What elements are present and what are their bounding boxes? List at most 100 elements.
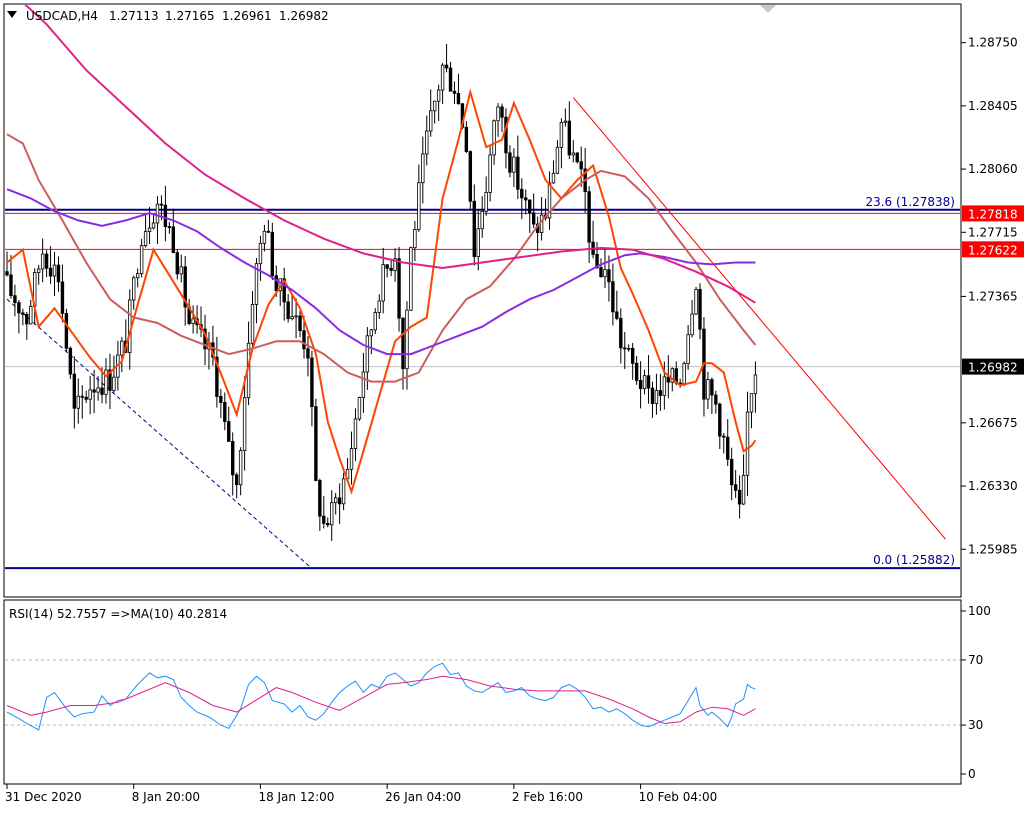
candle-body: [531, 212, 536, 225]
moving-average-3[interactable]: [6, 188, 756, 356]
candle-body: [215, 356, 219, 397]
candle-body: [96, 387, 100, 393]
candle-body: [472, 200, 476, 258]
candle-body: [341, 478, 346, 505]
candle-body: [666, 376, 671, 383]
candle-body: [48, 267, 53, 277]
candle-body: [64, 313, 69, 349]
candle-body: [72, 373, 77, 409]
candlesticks[interactable]: [5, 43, 758, 542]
fib-level-label-1: 23.6 (1.27838): [865, 195, 955, 209]
candle-body: [151, 222, 156, 229]
candle-body: [528, 199, 532, 214]
candle-body: [464, 126, 469, 152]
rsi-title: RSI(14) 52.7557 =>MA(10) 40.2814: [9, 607, 227, 621]
candle-body: [13, 295, 17, 304]
price-axis-label: 1.25985: [968, 542, 1018, 556]
moving-average-2[interactable]: [6, 133, 757, 383]
candle-body: [654, 390, 659, 404]
candle-body: [143, 231, 148, 247]
price-axis-label: 1.27365: [968, 289, 1018, 303]
candle-body: [690, 313, 694, 336]
candle-body: [627, 347, 631, 350]
candle-body: [567, 120, 572, 156]
candle-body: [298, 315, 302, 332]
candle-body: [753, 374, 758, 395]
candle-body: [575, 152, 579, 163]
price-axis-label: 1.28405: [968, 99, 1018, 113]
candle-body: [488, 154, 492, 193]
price-label-box-3: [962, 358, 1024, 375]
candle-body: [333, 497, 338, 504]
candle-body: [44, 253, 49, 269]
ohlc-close: 1.26982: [279, 9, 329, 23]
time-axis: 31 Dec 2020 8 Jan 20:00 18 Jan 12:00 26 Jan…: [5, 784, 717, 804]
price-plot-area[interactable]: 23.6 (1.27838) 0.0 (1.25882): [5, 0, 960, 570]
candle-body: [314, 406, 318, 481]
candle-body: [401, 317, 405, 370]
candle-body: [163, 204, 168, 228]
candle-body: [250, 304, 255, 344]
candle-body: [571, 152, 575, 156]
candle-body: [100, 387, 104, 395]
candle-body: [183, 266, 187, 308]
candle-body: [686, 334, 690, 364]
candle-body: [440, 64, 445, 91]
rsi-panel[interactable]: 100 70 30 0: [3, 599, 991, 785]
candle-body: [155, 203, 160, 224]
candle-body: [231, 441, 235, 476]
candle-body: [365, 335, 370, 373]
candle-body: [258, 242, 263, 265]
candle-body: [500, 106, 504, 118]
candle-body: [429, 110, 433, 132]
shift-marker-icon[interactable]: [760, 5, 776, 13]
candle-body: [219, 396, 223, 403]
candle-body: [547, 182, 552, 219]
support-channel-line[interactable]: [6, 298, 313, 569]
resistance-trendline[interactable]: [572, 97, 946, 540]
candle-body: [369, 329, 374, 337]
candle-body: [21, 312, 25, 315]
candle-body: [171, 226, 176, 253]
moving-average-1[interactable]: [6, 88, 757, 495]
candle-body: [405, 309, 409, 370]
price-axis-label: 1.26330: [968, 479, 1018, 493]
price-panel[interactable]: 23.6 (1.27838) 0.0 (1.25882) 1.28750 1.2840…: [3, 0, 1024, 598]
candle-body: [634, 362, 639, 381]
candle-body: [551, 172, 556, 184]
moving-average-4[interactable]: [7, 0, 756, 304]
candle-body: [92, 389, 96, 393]
candle-body: [563, 120, 568, 123]
price-panel-frame: [3, 3, 962, 598]
rsi-plot-area[interactable]: [5, 659, 960, 731]
candle-body: [76, 395, 80, 409]
rsi-panel-frame: [3, 599, 962, 785]
candle-body: [322, 515, 326, 524]
candle-body: [662, 376, 667, 396]
time-axis-label: 10 Feb 04:00: [639, 790, 718, 804]
candle-body: [468, 151, 473, 202]
candle-body: [432, 100, 437, 112]
price-axis-label: 1.28060: [968, 162, 1018, 176]
candle-body: [167, 226, 172, 229]
candle-body: [310, 357, 314, 407]
candle-body: [290, 316, 294, 320]
candle-body: [242, 397, 247, 451]
candle-body: [670, 368, 674, 383]
candle-body: [147, 227, 152, 232]
candle-body: [373, 312, 377, 331]
candle-body: [409, 247, 413, 311]
candle-body: [377, 300, 381, 313]
candle-body: [361, 371, 366, 398]
candle-body: [508, 152, 512, 173]
rsi-ma-line[interactable]: [6, 675, 756, 725]
candle-body: [492, 120, 496, 156]
candle-body: [741, 474, 746, 505]
candle-body: [84, 396, 88, 400]
triangle-down-icon[interactable]: [7, 11, 17, 18]
candle-body: [745, 411, 750, 476]
candle-body: [555, 146, 560, 174]
time-axis-label: 2 Feb 16:00: [512, 790, 583, 804]
